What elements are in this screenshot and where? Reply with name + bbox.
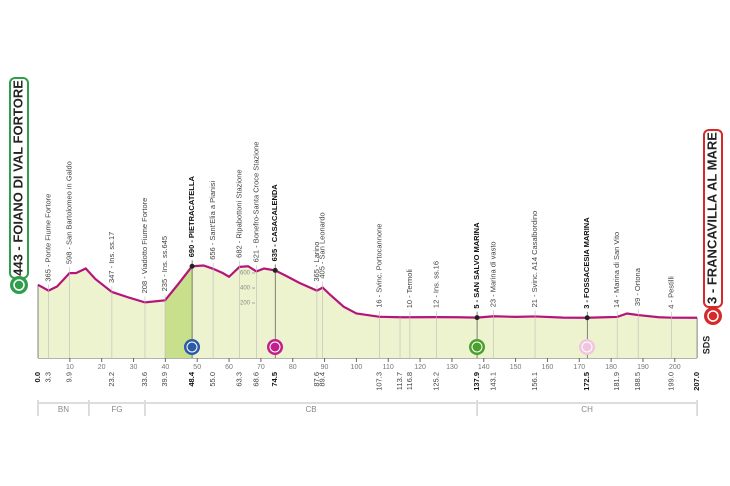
km-label: 3.3: [43, 372, 52, 382]
waypoint-label: 635 - CASACALENDA: [270, 184, 279, 262]
km-label: 207.0: [692, 372, 701, 391]
km-label: 199.0: [667, 372, 676, 391]
start-badge: 443 - FOIANO DI VAL FORTORE: [9, 77, 29, 294]
waypoint-label: 16 - Svinc. Portocannone: [375, 224, 384, 308]
km-label: 156.1: [530, 372, 539, 391]
km-label: 172.5: [582, 372, 591, 391]
finish-badge: 3 - FRANCAVILLA AL MARE: [703, 129, 723, 325]
km-label: 9.9: [65, 372, 74, 382]
x-tick-label: 170: [573, 364, 585, 371]
waypoint-label: 682 - Ripabottoni Stazione: [235, 169, 244, 257]
waypoint-label: 10 - Termoli: [405, 269, 414, 308]
x-tick-label: 70: [257, 364, 265, 371]
x-tick-label: 10: [66, 364, 74, 371]
km-label: 48.4: [187, 371, 196, 386]
km-label: 0.0: [33, 372, 42, 382]
waypoint-label: 621 - Bonefro-Santa Croce Stazione: [251, 142, 260, 263]
x-tick-label: 160: [542, 364, 554, 371]
waypoint-dot: [189, 263, 195, 269]
x-tick-label: 90: [321, 364, 329, 371]
km-label: 68.6: [251, 372, 260, 387]
profile-line: [37, 264, 698, 319]
waypoint-label: 12 - Ins. ss.16: [432, 261, 441, 308]
region-label: BN: [58, 405, 69, 414]
x-tick-label: 130: [446, 364, 458, 371]
x-tick-label: 100: [351, 364, 363, 371]
km-label: 74.5: [270, 372, 279, 387]
waypoint-label: 656 - Sant'Elia a Pianisi: [208, 180, 217, 259]
waypoint-label: 21 - Svinc. A14 Casalbordino: [530, 211, 539, 308]
km-label: 89.4: [318, 372, 327, 387]
waypoint-label: 235 - Ins. ss.645: [160, 236, 169, 291]
y-tick-label: 400: [240, 286, 251, 292]
km-label: 39.9: [160, 372, 169, 387]
waypoint-label: 365 - Ponte Fiume Fortore: [43, 194, 52, 282]
region-label: CH: [581, 405, 593, 414]
km-label: 181.9: [612, 372, 621, 391]
waypoint-dot: [272, 267, 278, 273]
km-label: 23.2: [107, 372, 116, 387]
waypoint-label: 39 - Ortona: [633, 267, 642, 306]
km-label: 137.9: [472, 372, 481, 391]
climb-fill: [165, 266, 193, 358]
profile-fill: [38, 265, 698, 358]
x-tick-label: 40: [161, 364, 169, 371]
km-label: 125.2: [432, 372, 441, 391]
x-tick-label: 150: [510, 364, 522, 371]
x-tick-label: 120: [414, 364, 426, 371]
brand: SDS: [701, 336, 711, 355]
waypoint-label: 405 - San Leonardo: [318, 212, 327, 278]
x-tick-label: 110: [383, 364, 394, 371]
km-label: 87.6: [312, 372, 321, 387]
waypoint-label: 598 - San Bartolomeo in Galdo: [65, 161, 74, 264]
climb-badges: [184, 339, 595, 355]
x-tick-label: 200: [669, 364, 681, 371]
region-label: CB: [305, 405, 316, 414]
waypoint-dot: [584, 315, 590, 321]
start-label: 443 - FOIANO DI VAL FORTORE: [10, 80, 25, 276]
waypoint-label: 4 - Pestilli: [667, 276, 676, 309]
waypoint-dot: [474, 315, 480, 321]
km-label: 107.3: [375, 372, 384, 391]
x-tick-label: 180: [605, 364, 617, 371]
x-tick-label: 50: [193, 364, 201, 371]
km-label: 113.7: [395, 372, 404, 390]
waypoint-label: 3 - FOSSACESIA MARINA: [582, 217, 591, 309]
waypoint-label: 5 - SAN SALVO MARINA: [472, 222, 481, 309]
km-label: 63.3: [235, 372, 244, 387]
finish-label: 3 - FRANCAVILLA AL MARE: [704, 132, 719, 304]
km-label: 143.1: [489, 372, 498, 391]
km-label: 55.0: [208, 372, 217, 387]
km-label: 33.6: [140, 372, 149, 387]
x-tick-label: 80: [289, 364, 297, 371]
waypoint-label: 347 - Ins. ss.17: [107, 232, 116, 283]
region-label: FG: [111, 405, 122, 414]
x-tick-label: 30: [130, 364, 138, 371]
y-tick-label: 200: [240, 301, 251, 307]
km-label: 116.8: [405, 372, 414, 390]
waypoint-label: 208 - Viadotto Fiume Fortore: [140, 198, 149, 294]
waypoint-label: 14 - Marina di San Vito: [612, 232, 621, 308]
x-tick-label: 140: [478, 364, 490, 371]
x-tick-label: 190: [637, 364, 649, 371]
km-label: 188.5: [633, 372, 642, 391]
waypoint-label: 690 - PIETRACATELLA: [187, 176, 196, 258]
x-tick-label: 60: [225, 364, 233, 371]
waypoint-label: 365 - Larino: [312, 242, 321, 282]
waypoint-label: 23 - Marina di vasto: [489, 241, 498, 307]
x-tick-label: 20: [98, 364, 106, 371]
y-tick-label: 600: [240, 271, 251, 277]
